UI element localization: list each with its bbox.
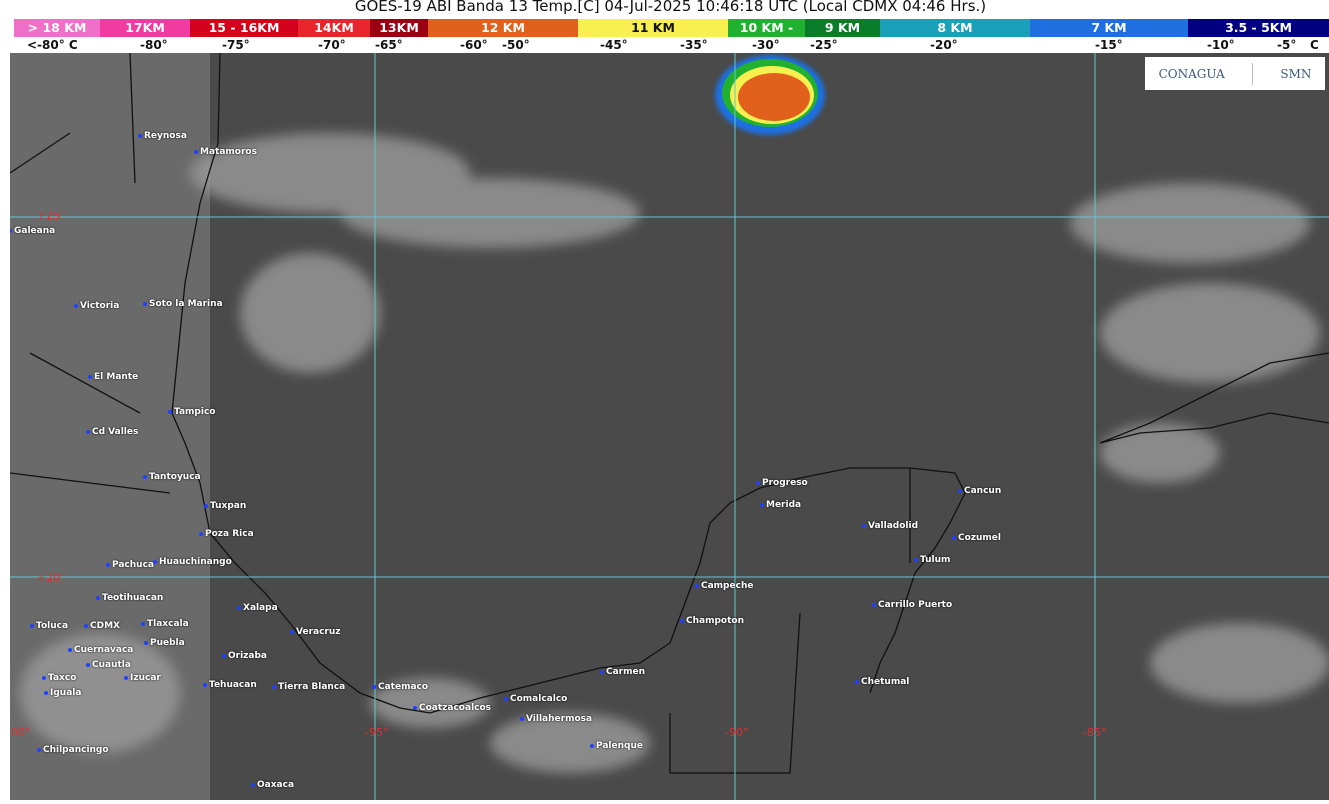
cloud-top-height-scale: > 18 KM 17KM 15 - 16KM 14KM 13KM 12 KM 11 KM 10… xyxy=(14,19,1329,37)
city-label: Tuxpan xyxy=(204,501,246,512)
scale-segment: 12 KM xyxy=(428,19,578,37)
city-label: Pachuca xyxy=(106,560,154,571)
city-label: Xalapa xyxy=(237,603,278,614)
city-label: Tampico xyxy=(168,407,215,418)
scale-segment: 7 KM xyxy=(1030,19,1188,37)
grid-label: +25° xyxy=(37,209,66,222)
city-label: Taxco xyxy=(42,673,76,684)
temperature-label: -30° xyxy=(752,38,780,52)
scale-segment: 8 KM xyxy=(880,19,1030,37)
scale-segment: 14KM xyxy=(298,19,370,37)
lat-lon-grid xyxy=(10,53,1329,800)
grid-label: -100° xyxy=(10,726,31,739)
city-label: Matamoros xyxy=(194,147,257,158)
temperature-label: -50° xyxy=(502,38,530,52)
city-label: Carrillo Puerto xyxy=(872,600,952,611)
scale-segment: 13KM xyxy=(370,19,428,37)
scale-segment: 10 KM - xyxy=(728,19,805,37)
scale-segment: 17KM xyxy=(100,19,190,37)
city-label: Tulum xyxy=(914,555,950,566)
city-label: Chilpancingo xyxy=(37,745,109,756)
temperature-label: <-80° C xyxy=(27,38,78,52)
city-label: Reynosa xyxy=(138,131,187,142)
temperature-label: -80° xyxy=(140,38,168,52)
storm-cell xyxy=(715,55,825,135)
temperature-label: -45° xyxy=(600,38,628,52)
temperature-label: -20° xyxy=(930,38,958,52)
smn-logo: SMN xyxy=(1280,66,1312,81)
grid-label: -85° xyxy=(1083,726,1107,739)
city-label: Tlaxcala xyxy=(141,619,189,630)
city-label: Cozumel xyxy=(952,533,1001,544)
city-label: Orizaba xyxy=(222,651,267,662)
city-label: Oaxaca xyxy=(251,780,294,791)
city-label: Tehuacan xyxy=(203,680,257,691)
city-label: Catemaco xyxy=(372,682,428,693)
scale-segment: 3.5 - 5KM xyxy=(1188,19,1329,37)
scale-segment: 15 - 16KM xyxy=(190,19,298,37)
grid-label: -90° xyxy=(725,726,749,739)
city-label: Progreso xyxy=(756,478,808,489)
city-label: Coatzacoalcos xyxy=(413,703,491,714)
temperature-label: -75° xyxy=(222,38,250,52)
city-label: Merida xyxy=(760,500,801,511)
city-label: Champoton xyxy=(680,616,744,627)
city-label: Cd Valles xyxy=(86,427,138,438)
city-label: Carmen xyxy=(600,667,645,678)
scale-segment: > 18 KM xyxy=(14,19,100,37)
conagua-logo: CONAGUA xyxy=(1158,66,1225,81)
agency-logos: CONAGUA SMN xyxy=(1145,57,1325,90)
temperature-label: -35° xyxy=(680,38,708,52)
city-label: Iguala xyxy=(44,688,81,699)
logo-divider xyxy=(1252,62,1254,85)
city-label: Cuautla xyxy=(86,660,131,671)
city-label: Comalcalco xyxy=(504,694,567,705)
temperature-label: -65° xyxy=(375,38,403,52)
city-label: Villahermosa xyxy=(520,714,592,725)
city-label: Palenque xyxy=(590,741,643,752)
temperature-label: -60° xyxy=(460,38,488,52)
grid-label: -95° xyxy=(365,726,389,739)
temperature-label: C xyxy=(1310,38,1319,52)
city-label: Poza Rica xyxy=(199,529,254,540)
temperature-label: -25° xyxy=(810,38,838,52)
map-graphics xyxy=(10,53,1329,800)
temperature-label: -15° xyxy=(1095,38,1123,52)
city-label: Soto la Marina xyxy=(143,299,223,310)
city-label: Veracruz xyxy=(290,627,341,638)
city-label: Puebla xyxy=(144,638,185,649)
city-label: Victoria xyxy=(74,301,119,312)
city-label: Cancun xyxy=(958,486,1001,497)
city-label: Campeche xyxy=(695,581,753,592)
temperature-label: -70° xyxy=(318,38,346,52)
city-label: Toluca xyxy=(30,621,68,632)
city-label: Izucar xyxy=(124,673,161,684)
city-label: Tantoyuca xyxy=(143,472,201,483)
temperature-scale: <-80° C -80° -75° -70° -65° -60° -50° -45° -35° -… xyxy=(0,37,1329,53)
grid-label: +20° xyxy=(37,571,66,584)
city-label: Tierra Blanca xyxy=(272,682,345,693)
city-label: El Mante xyxy=(88,372,138,383)
clouds xyxy=(20,133,1329,773)
satellite-map[interactable]: +25° +20° -100° -95° -90° -85° Reynosa Matamor… xyxy=(10,53,1329,800)
temperature-label: -5° xyxy=(1277,38,1297,52)
city-label: Teotihuacan xyxy=(96,593,163,604)
city-label: Valladolid xyxy=(862,521,918,532)
image-title: GOES-19 ABI Banda 13 Temp.[C] 04-Jul-202… xyxy=(354,0,987,15)
city-label: Cuernavaca xyxy=(68,645,133,656)
temperature-label: -10° xyxy=(1207,38,1235,52)
scale-segment: 9 KM xyxy=(805,19,880,37)
city-label: Galeana xyxy=(10,226,55,237)
city-label: CDMX xyxy=(84,621,120,632)
scale-segment: 11 KM xyxy=(578,19,728,37)
city-label: Huauchinango xyxy=(153,557,232,568)
city-label: Chetumal xyxy=(855,677,909,688)
